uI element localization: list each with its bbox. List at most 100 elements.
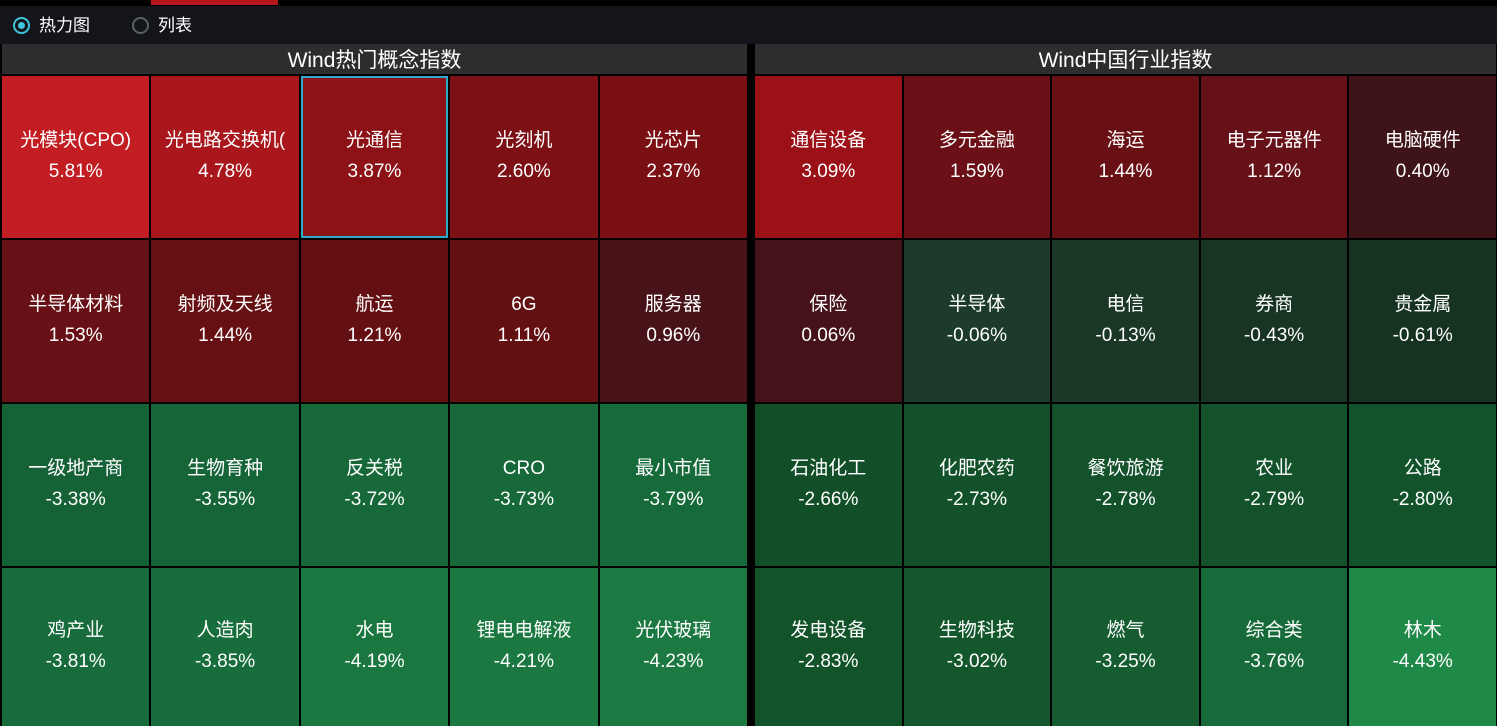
heatmap-tile[interactable]: 鸡产业 -3.81% xyxy=(2,568,150,726)
tile-value: -3.02% xyxy=(946,651,1007,672)
tile-name: CRO xyxy=(502,458,545,480)
tile-name: 公路 xyxy=(1403,458,1442,480)
heatmap-tile[interactable]: 餐饮旅游 -2.78% xyxy=(1052,404,1199,566)
tile-name: 海运 xyxy=(1106,130,1145,152)
tile-value: -0.13% xyxy=(1095,325,1156,346)
tile-value: -3.73% xyxy=(493,489,554,510)
heatmap-tile[interactable]: 光电路交换机( 4.78% xyxy=(151,76,299,238)
heatmap-tile[interactable]: 光伏玻璃 -4.23% xyxy=(599,568,747,726)
heatmap-tile[interactable]: 一级地产商 -3.38% xyxy=(2,404,150,566)
tile-value: -3.81% xyxy=(45,651,106,672)
heatmap-tile[interactable]: 保险 0.06% xyxy=(755,240,902,402)
tile-name: 餐饮旅游 xyxy=(1087,458,1164,480)
tile-name: 一级地产商 xyxy=(28,458,124,480)
tile-value: -3.25% xyxy=(1095,651,1156,672)
tile-name: 光模块(CPO) xyxy=(20,130,132,152)
tile-value: -2.66% xyxy=(798,489,859,510)
heatmap-tile[interactable]: 光模块(CPO) 5.81% xyxy=(2,76,150,238)
heatmap-tile[interactable]: 光通信 3.87% xyxy=(300,76,449,238)
tile-value: 1.12% xyxy=(1247,161,1302,182)
tile-value: -3.55% xyxy=(194,489,256,510)
heatmap-tile[interactable]: 林木 -4.43% xyxy=(1349,568,1496,726)
radio-option-heatmap[interactable]: 热力图 xyxy=(13,16,90,34)
tile-value: 0.96% xyxy=(646,325,701,346)
tile-value: -2.80% xyxy=(1392,489,1453,510)
heatmap-tile[interactable]: 航运 1.21% xyxy=(300,240,449,402)
tile-value: 4.78% xyxy=(198,161,253,182)
tile-name: 保险 xyxy=(809,294,848,316)
tile-name: 林木 xyxy=(1403,620,1442,642)
tile-name: 化肥农药 xyxy=(938,458,1015,480)
top-tab-strip xyxy=(0,0,1497,6)
radio-selected-icon[interactable] xyxy=(13,16,30,34)
heatmap-tile[interactable]: 光芯片 2.37% xyxy=(599,76,747,238)
active-tab-indicator[interactable] xyxy=(151,0,278,5)
radio-unselected-icon[interactable] xyxy=(132,16,149,34)
tile-name: 锂电电解液 xyxy=(476,620,572,642)
tile-name: 光通信 xyxy=(345,130,403,152)
tile-value: -4.19% xyxy=(344,651,405,672)
tile-name: 鸡产业 xyxy=(47,620,105,642)
heatmap-tile[interactable]: 海运 1.44% xyxy=(1052,76,1199,238)
heatmap-tile[interactable]: 半导体 -0.06% xyxy=(903,240,1051,402)
heatmap-tile[interactable]: 生物育种 -3.55% xyxy=(151,404,299,566)
tile-name: 最小市值 xyxy=(635,458,712,480)
heatmap-tile[interactable]: 券商 -0.43% xyxy=(1200,240,1348,402)
tile-name: 射频及天线 xyxy=(177,294,273,316)
panel-divider xyxy=(747,44,755,726)
heatmap-tile[interactable]: 发电设备 -2.83% xyxy=(755,568,902,726)
heatmap-tile[interactable]: 服务器 0.96% xyxy=(599,240,747,402)
tile-name: 券商 xyxy=(1255,294,1294,316)
tile-value: -0.43% xyxy=(1243,325,1305,346)
tile-value: -2.73% xyxy=(946,489,1007,510)
heatmap-tile[interactable]: 6G 1.11% xyxy=(450,240,598,402)
heatmap-tile[interactable]: 半导体材料 1.53% xyxy=(2,240,150,402)
tile-name: 电信 xyxy=(1106,294,1145,316)
radio-option-list[interactable]: 列表 xyxy=(132,15,192,35)
heatmap-tile[interactable]: 电子元器件 1.12% xyxy=(1200,76,1348,238)
tile-value: 5.81% xyxy=(48,161,103,182)
tile-value: -0.61% xyxy=(1392,325,1453,346)
tile-value: -2.78% xyxy=(1095,489,1156,510)
heatmap-tile[interactable]: 生物科技 -3.02% xyxy=(903,568,1051,726)
heatmap-tile[interactable]: 反关税 -3.72% xyxy=(300,404,449,566)
radio-label-list: 列表 xyxy=(158,15,192,35)
view-mode-toolbar: 热力图 列表 xyxy=(0,6,1497,44)
tile-name: 发电设备 xyxy=(790,620,867,642)
heatmap-tile[interactable]: 光刻机 2.60% xyxy=(450,76,598,238)
heatmap-tile[interactable]: 石油化工 -2.66% xyxy=(755,404,902,566)
heatmap-tile[interactable]: 人造肉 -3.85% xyxy=(151,568,299,726)
tile-value: -4.43% xyxy=(1392,651,1453,672)
tile-name: 光刻机 xyxy=(495,130,553,152)
tile-value: -2.79% xyxy=(1243,489,1305,510)
heatmap-tile[interactable]: 农业 -2.79% xyxy=(1200,404,1348,566)
tile-value: 2.60% xyxy=(496,161,551,182)
tile-name: 光芯片 xyxy=(644,130,702,152)
tile-value: -3.79% xyxy=(643,489,704,510)
tile-value: -4.21% xyxy=(493,651,554,672)
heatmap-tile[interactable]: 化肥农药 -2.73% xyxy=(903,404,1051,566)
heatmap-tile[interactable]: 公路 -2.80% xyxy=(1349,404,1496,566)
heatmap-tile[interactable]: 水电 -4.19% xyxy=(300,568,449,726)
tile-name: 农业 xyxy=(1255,458,1294,480)
tile-name: 水电 xyxy=(355,620,394,642)
tile-name: 光伏玻璃 xyxy=(635,620,712,642)
heatmap-tile[interactable]: 电信 -0.13% xyxy=(1052,240,1199,402)
tile-name: 生物科技 xyxy=(938,620,1015,642)
heatmap-tile[interactable]: 电脑硬件 0.40% xyxy=(1349,76,1496,238)
heatmap-area: Wind热门概念指数 光模块(CPO) 5.81% 光电路交换机( 4.78% … xyxy=(0,44,1497,726)
heatmap-tile[interactable]: 燃气 -3.25% xyxy=(1052,568,1199,726)
heatmap-tile[interactable]: 通信设备 3.09% xyxy=(755,76,902,238)
heatmap-tile[interactable]: 多元金融 1.59% xyxy=(903,76,1051,238)
tile-value: -3.76% xyxy=(1243,651,1305,672)
tile-value: 0.40% xyxy=(1395,161,1450,182)
heatmap-tile[interactable]: 射频及天线 1.44% xyxy=(151,240,299,402)
heatmap-tile[interactable]: 最小市值 -3.79% xyxy=(599,404,747,566)
tile-name: 半导体材料 xyxy=(28,294,124,316)
heatmap-tile[interactable]: CRO -3.73% xyxy=(450,404,598,566)
heatmap-tile[interactable]: 锂电电解液 -4.21% xyxy=(450,568,598,726)
tile-name: 通信设备 xyxy=(790,130,867,152)
heatmap-tile[interactable]: 贵金属 -0.61% xyxy=(1349,240,1496,402)
tile-value: 1.59% xyxy=(949,161,1004,182)
heatmap-tile[interactable]: 综合类 -3.76% xyxy=(1200,568,1348,726)
